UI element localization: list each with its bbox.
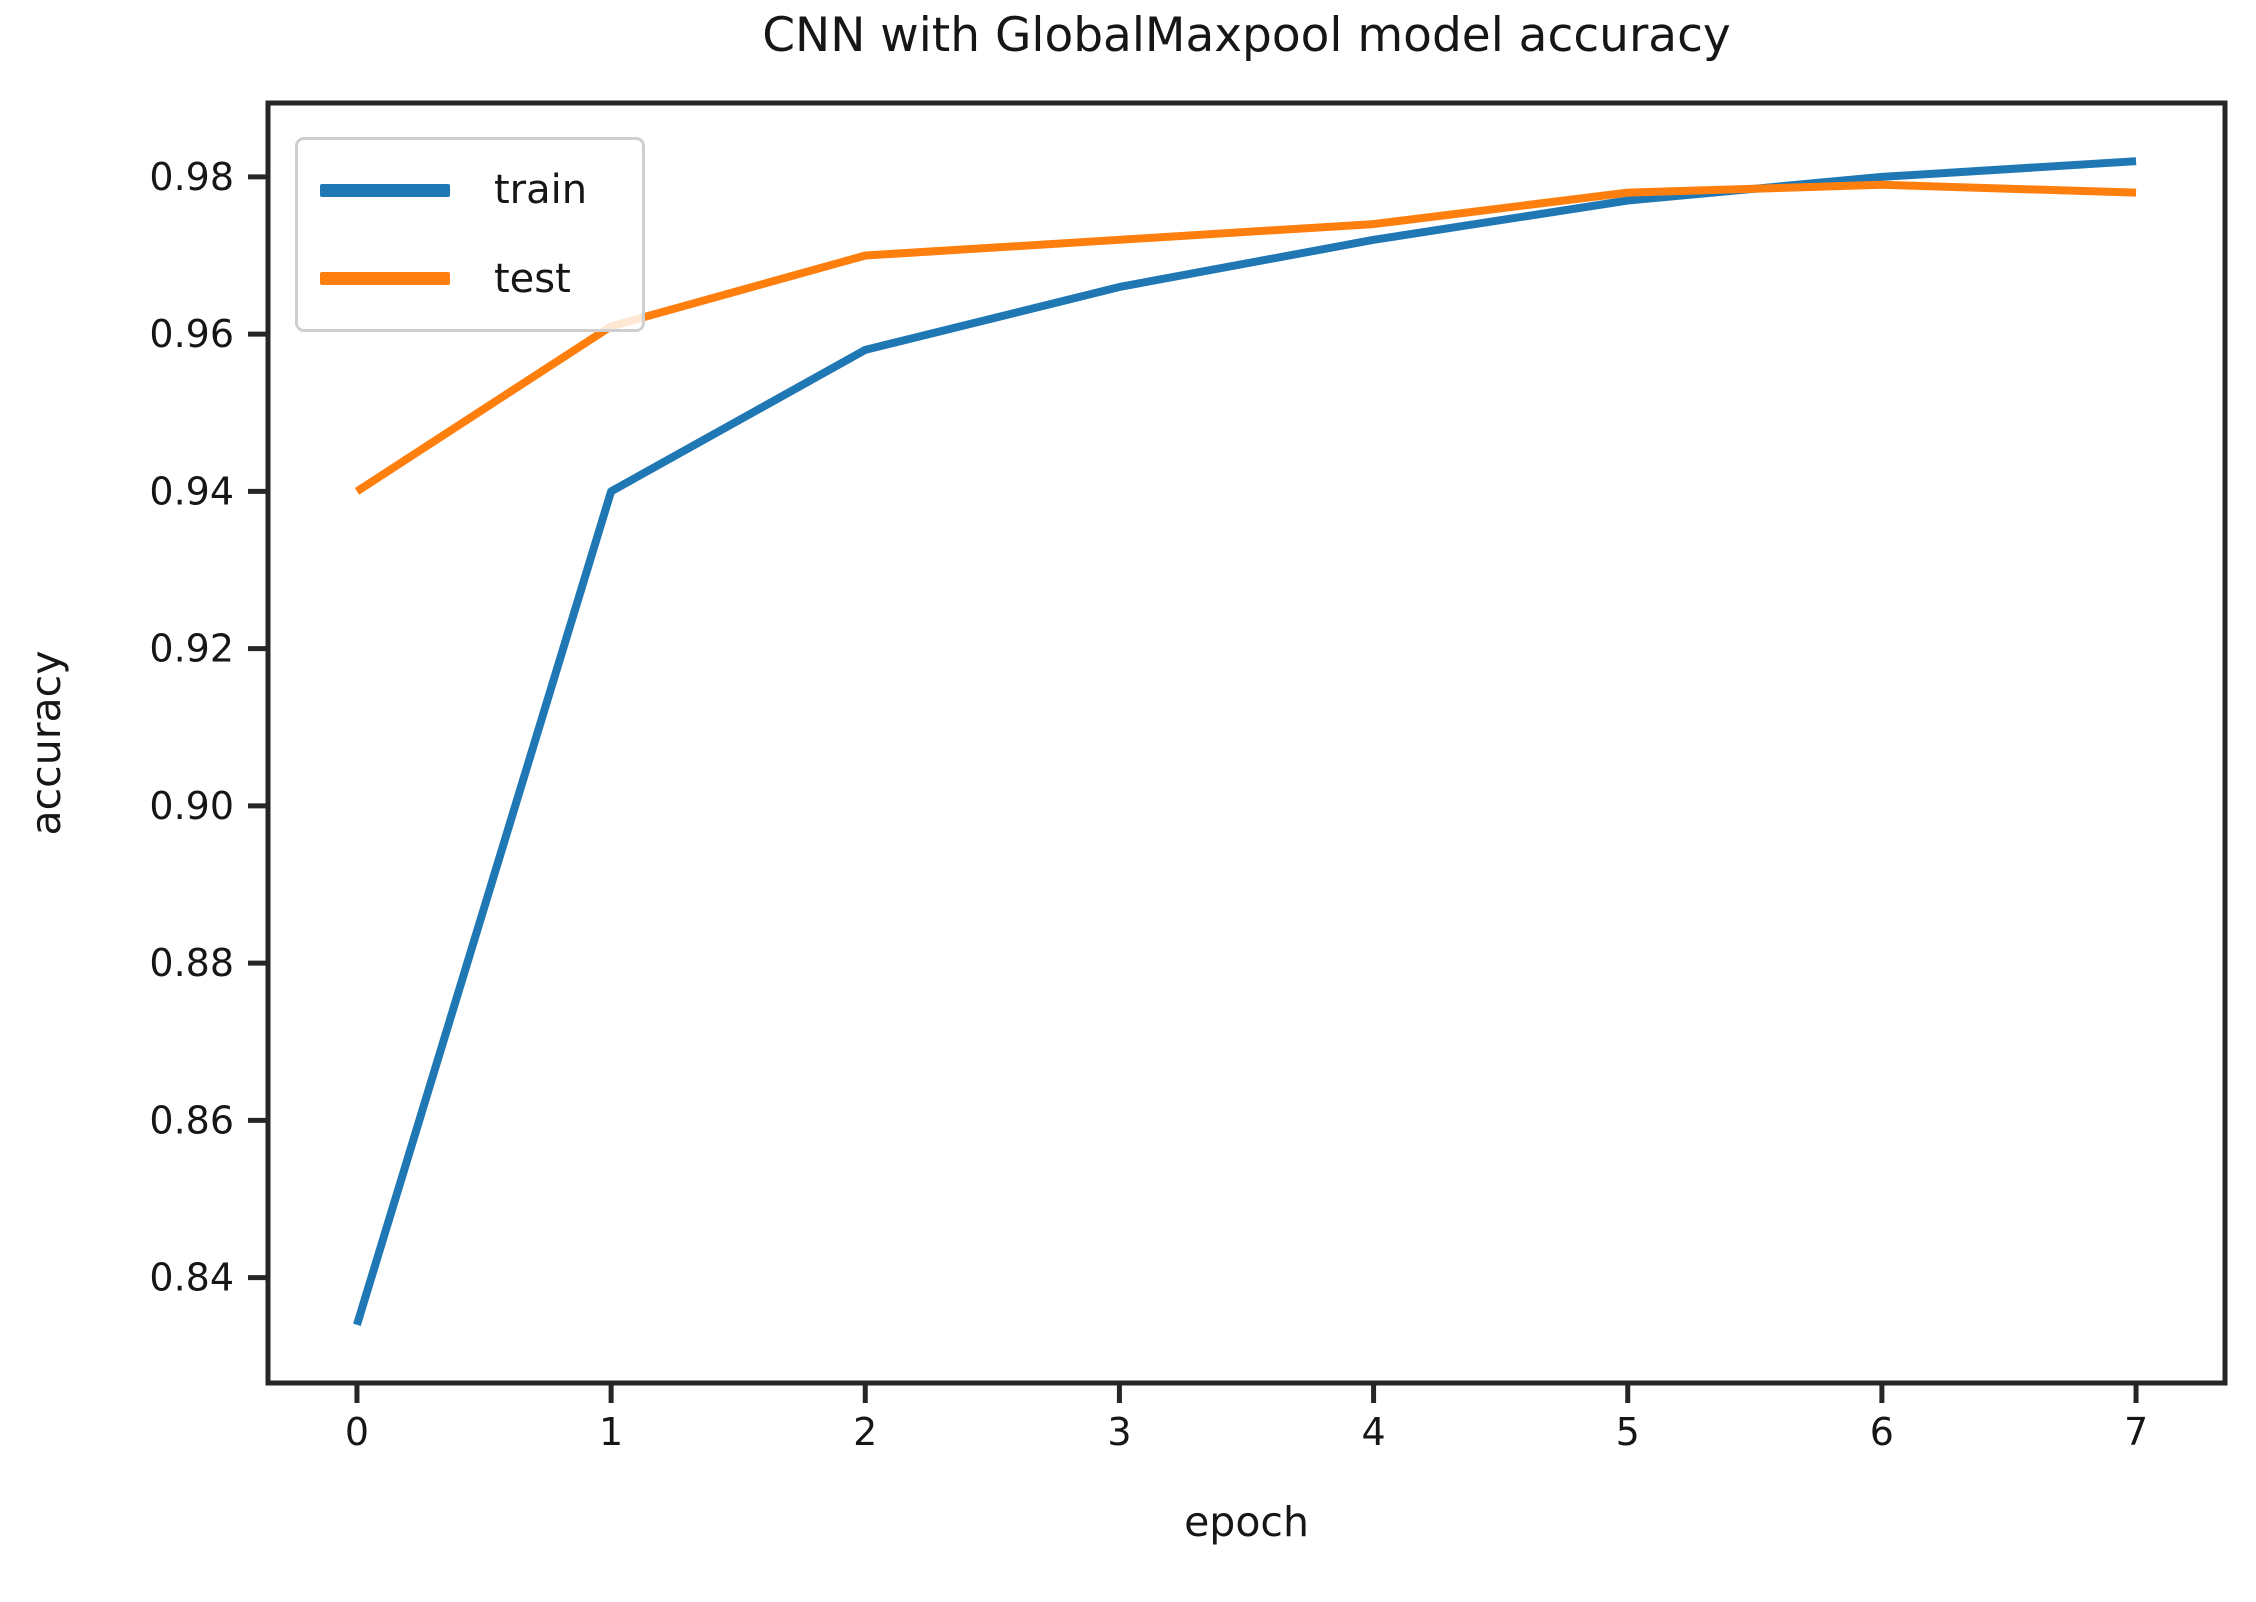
legend-label-test: test bbox=[494, 255, 571, 302]
y-tick-label: 0.90 bbox=[149, 784, 234, 828]
y-tick-label: 0.84 bbox=[149, 1256, 234, 1300]
test-line-swatch bbox=[320, 272, 450, 286]
x-tick-label: 3 bbox=[1107, 1410, 1131, 1454]
axes-frame bbox=[265, 100, 2228, 1386]
train-line bbox=[353, 157, 2137, 1326]
chart-title: CNN with GlobalMaxpool model accuracy bbox=[762, 8, 1731, 63]
legend-label-train: train bbox=[494, 167, 588, 214]
y-tick-label: 0.86 bbox=[149, 1098, 234, 1142]
x-tick-label: 1 bbox=[599, 1410, 623, 1454]
legend: train test bbox=[295, 137, 645, 332]
legend-entry-test: test bbox=[298, 259, 642, 299]
y-tick-label: 0.88 bbox=[149, 941, 234, 985]
y-tick-label: 0.98 bbox=[149, 155, 234, 199]
y-tick-label: 0.94 bbox=[149, 469, 234, 513]
y-tick-label: 0.96 bbox=[149, 312, 234, 356]
x-tick-label: 2 bbox=[853, 1410, 877, 1454]
x-tick-label: 6 bbox=[1870, 1410, 1894, 1454]
x-tick-label: 5 bbox=[1616, 1410, 1640, 1454]
y-tick-label: 0.92 bbox=[149, 627, 234, 671]
x-tick-label: 0 bbox=[345, 1410, 369, 1454]
legend-entry-train: train bbox=[298, 170, 642, 210]
x-axis-label: epoch bbox=[1184, 1498, 1309, 1546]
x-tick-label: 7 bbox=[2124, 1410, 2148, 1454]
train-line-swatch bbox=[320, 183, 450, 197]
x-tick-label: 4 bbox=[1361, 1410, 1385, 1454]
test-line bbox=[354, 180, 2137, 495]
